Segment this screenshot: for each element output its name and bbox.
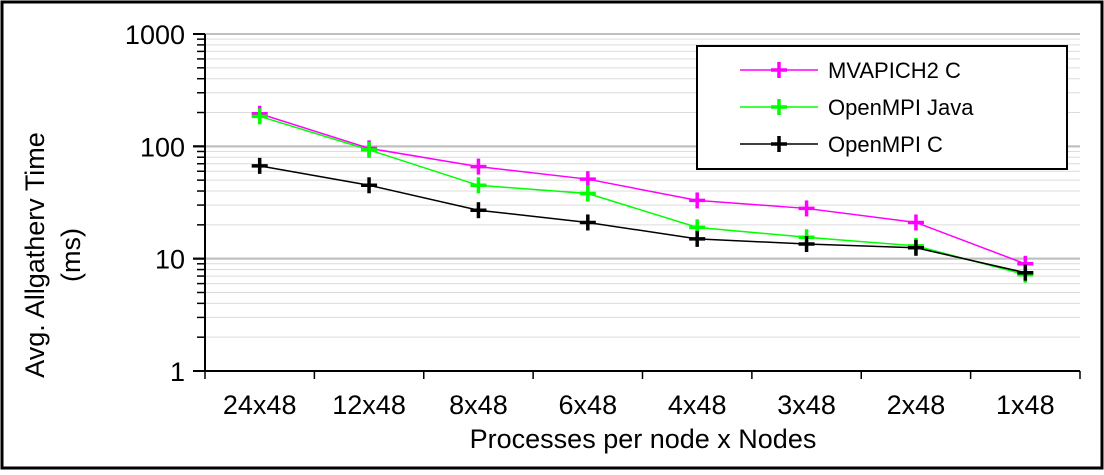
x-tick-label: 24x48 bbox=[223, 390, 297, 420]
x-tick-label: 4x48 bbox=[668, 390, 727, 420]
data-point bbox=[251, 157, 268, 174]
data-point bbox=[689, 230, 706, 247]
legend-box bbox=[696, 45, 1068, 170]
legend: MVAPICH2 C OpenMPI Java OpenMPI C bbox=[696, 45, 1068, 170]
data-point bbox=[470, 158, 487, 175]
data-point bbox=[798, 200, 815, 217]
x-tick-label: 6x48 bbox=[559, 390, 618, 420]
y-tick-label: 10 bbox=[155, 245, 185, 275]
data-point bbox=[689, 192, 706, 209]
data-point bbox=[798, 236, 815, 253]
data-point bbox=[907, 214, 924, 231]
y-tick-label: 1000 bbox=[125, 20, 185, 50]
data-point bbox=[1017, 264, 1034, 281]
x-axis-title: Processes per node x Nodes bbox=[470, 424, 817, 454]
series-line-0 bbox=[259, 113, 1026, 265]
y-tick-label: 100 bbox=[140, 132, 185, 162]
data-point bbox=[251, 108, 268, 125]
legend-label: OpenMPI Java bbox=[828, 95, 974, 120]
x-tick-label: 3x48 bbox=[777, 390, 836, 420]
data-point bbox=[579, 171, 596, 188]
x-tick-label: 2x48 bbox=[887, 390, 946, 420]
series-line-1 bbox=[259, 115, 1026, 276]
legend-swatch-marker bbox=[771, 62, 787, 78]
legend-swatch-marker bbox=[771, 99, 787, 115]
y-tick-label: 1 bbox=[170, 357, 185, 387]
series bbox=[251, 105, 1034, 283]
x-tick-label: 8x48 bbox=[449, 390, 508, 420]
data-point bbox=[470, 177, 487, 194]
y-axis-title-group: Avg. Allgatherv Time (ms) bbox=[20, 132, 86, 378]
axes: 1 10 100 1000 24x48 12x48 8x48 6x48 4x48 3x48 2x48… bbox=[125, 20, 1081, 420]
data-point bbox=[579, 185, 596, 202]
y-axis-title-units: (ms) bbox=[56, 228, 86, 282]
data-point bbox=[579, 214, 596, 231]
x-tick-label: 12x48 bbox=[332, 390, 406, 420]
data-point bbox=[361, 177, 378, 194]
data-point bbox=[907, 239, 924, 256]
data-point bbox=[361, 141, 378, 158]
x-tick-label: 1x48 bbox=[996, 390, 1055, 420]
legend-swatch-marker bbox=[771, 136, 787, 152]
series-line-2 bbox=[259, 165, 1026, 274]
legend-label: MVAPICH2 C bbox=[828, 58, 961, 83]
legend-label: OpenMPI C bbox=[828, 132, 943, 157]
y-axis-title: Avg. Allgatherv Time bbox=[20, 132, 50, 378]
data-point bbox=[470, 202, 487, 219]
